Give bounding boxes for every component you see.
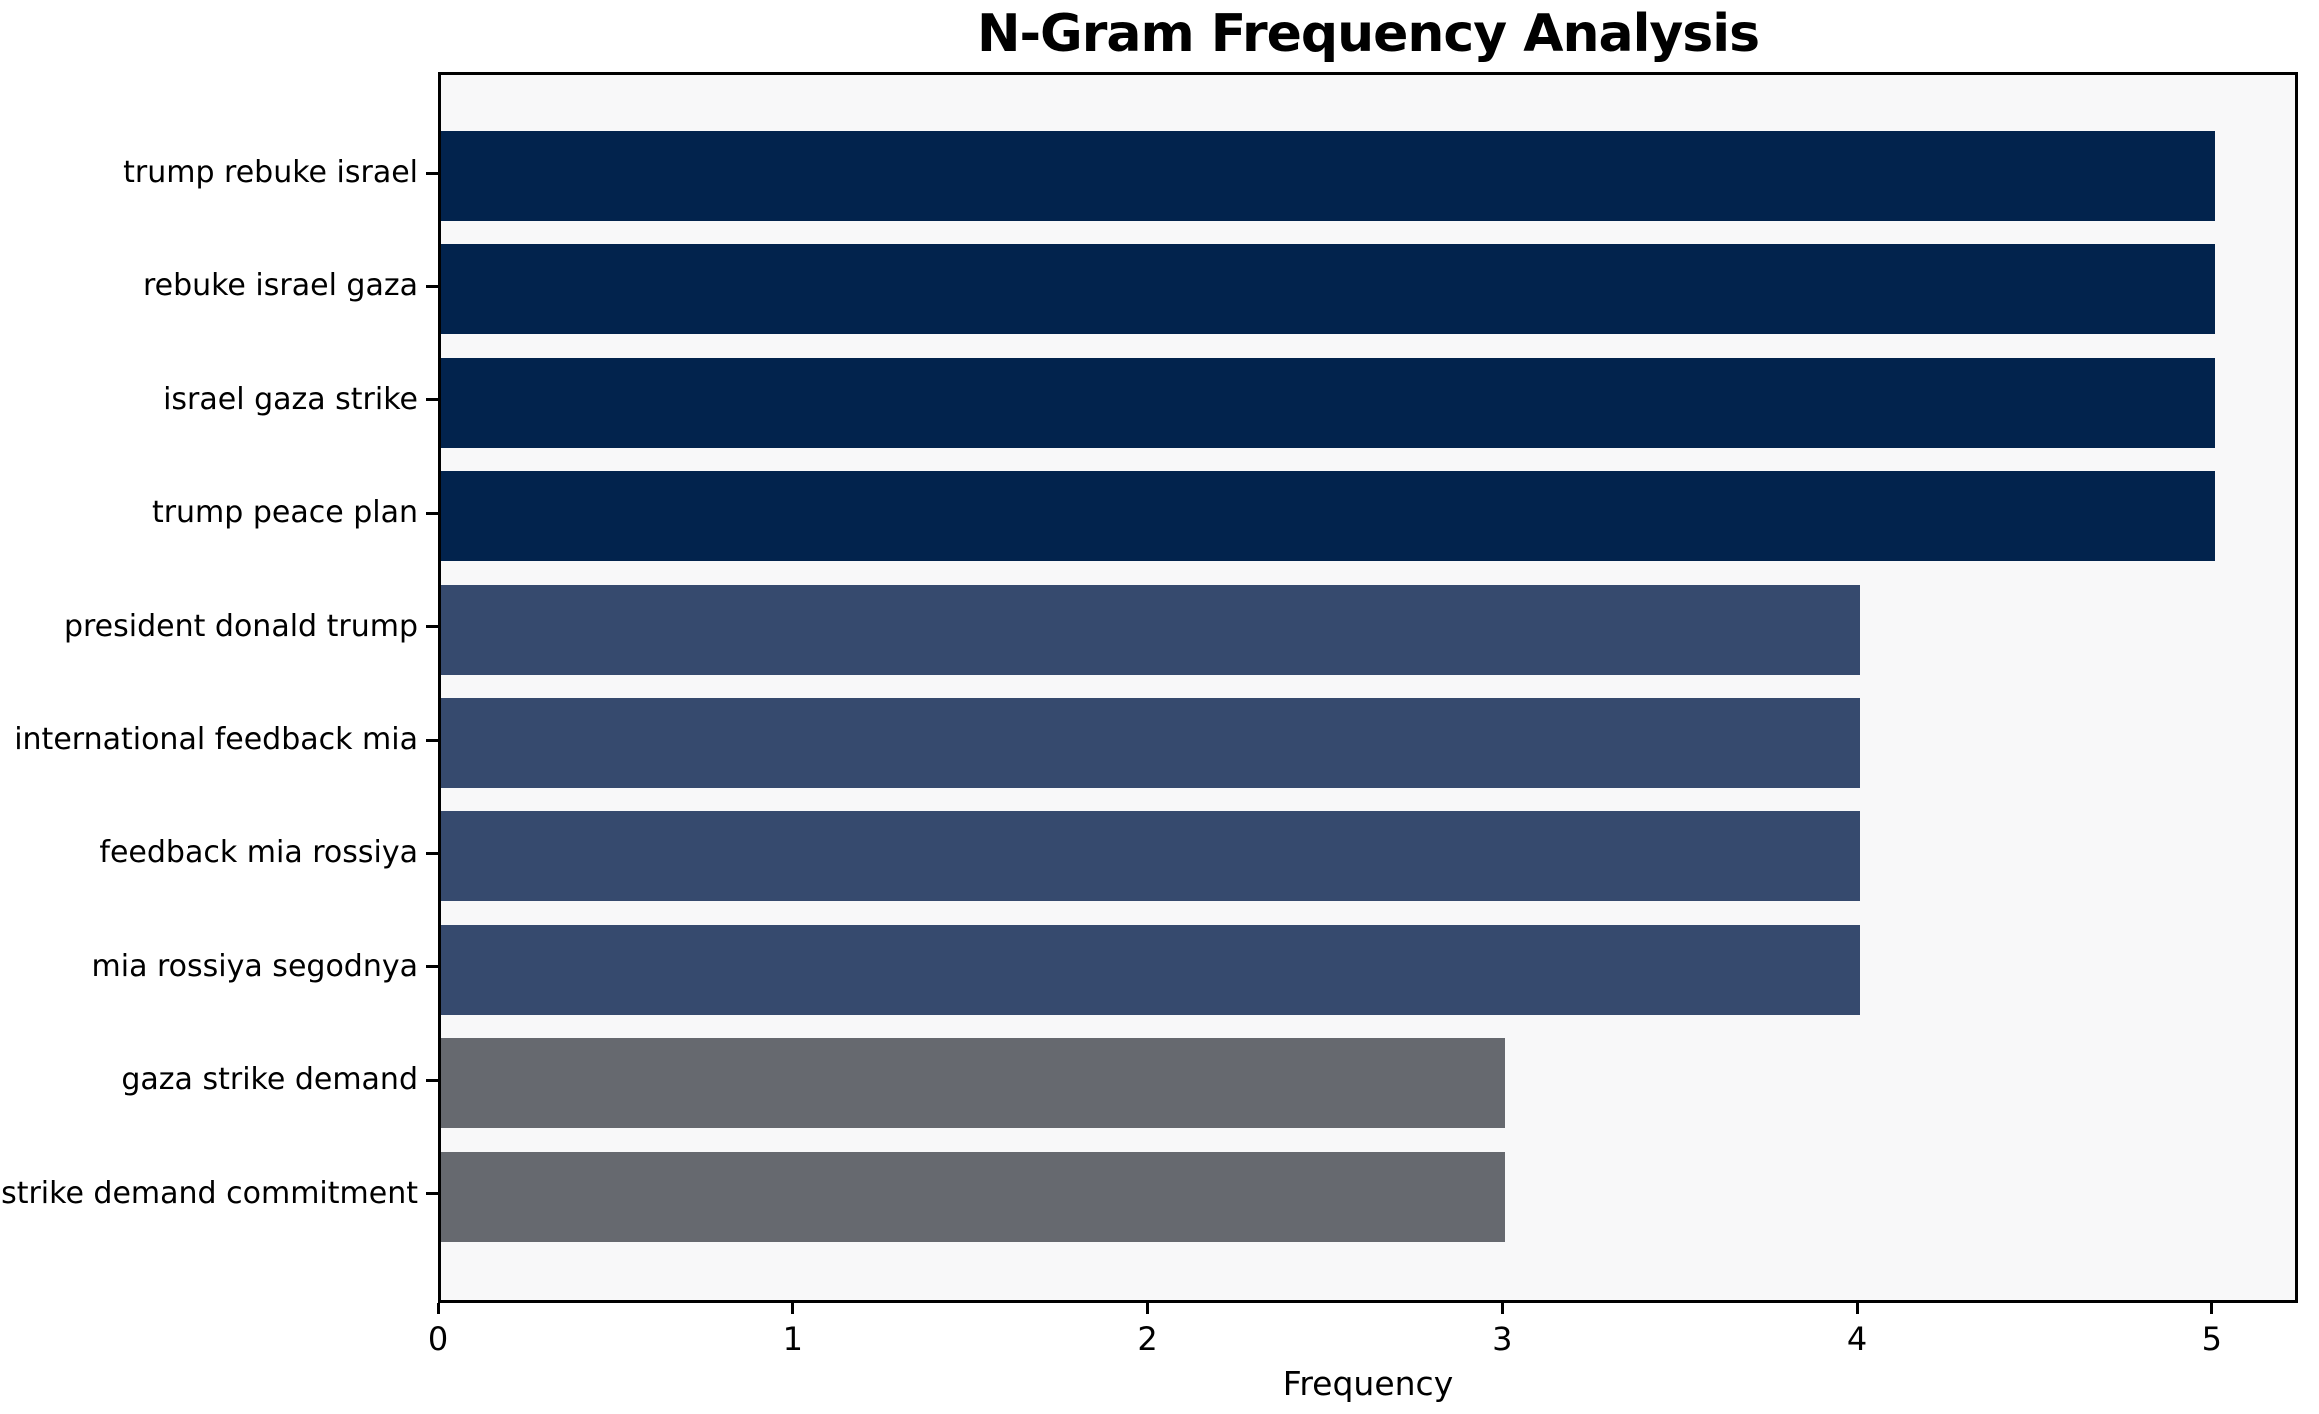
bar <box>441 1151 1505 1242</box>
category-label: president donald trump <box>63 608 418 644</box>
bar <box>441 811 1860 902</box>
x-tick <box>2210 1303 2214 1314</box>
y-tick <box>426 738 438 742</box>
plot-area <box>438 72 2298 1303</box>
x-tick <box>791 1303 795 1314</box>
category-label: trump rebuke israel <box>123 155 418 190</box>
x-tick-label: 3 <box>1492 1320 1513 1358</box>
category-label: strike demand commitment <box>1 1175 418 1211</box>
x-tick-label: 4 <box>1846 1320 1868 1358</box>
category-label: gaza strike demand <box>121 1062 418 1098</box>
chart-title: N-Gram Frequency Analysis <box>976 4 1760 64</box>
x-tick-label: 1 <box>782 1320 803 1358</box>
bar <box>441 698 1860 788</box>
x-tick <box>1855 1303 1859 1314</box>
bar <box>441 1038 1505 1129</box>
category-label: international feedback mia <box>14 722 418 757</box>
y-tick <box>426 851 438 855</box>
bar <box>441 471 2215 562</box>
category-label: trump peace plan <box>151 495 418 531</box>
category-label: mia rossiya segodnya <box>91 948 418 984</box>
bar <box>441 244 2215 335</box>
bar <box>441 131 2215 221</box>
x-axis-label: Frequency <box>1282 1364 1454 1403</box>
y-tick <box>426 1078 438 1082</box>
category-label: israel gaza strike <box>163 381 418 417</box>
y-tick <box>426 284 438 288</box>
category-label: feedback mia rossiya <box>99 835 418 871</box>
bar <box>441 584 1860 675</box>
x-tick-label: 0 <box>427 1320 449 1358</box>
category-label: rebuke israel gaza <box>142 268 418 304</box>
x-tick <box>1500 1303 1504 1314</box>
bar <box>441 924 1860 1015</box>
x-tick <box>1146 1303 1150 1314</box>
y-tick <box>426 625 438 629</box>
y-tick <box>426 171 438 175</box>
y-tick <box>426 511 438 515</box>
y-tick <box>426 398 438 402</box>
y-tick <box>426 965 438 969</box>
bar <box>441 357 2215 448</box>
y-tick <box>426 1192 438 1196</box>
x-tick-label: 2 <box>1137 1320 1158 1358</box>
x-tick-label: 5 <box>2201 1320 2222 1358</box>
x-tick <box>436 1303 440 1314</box>
